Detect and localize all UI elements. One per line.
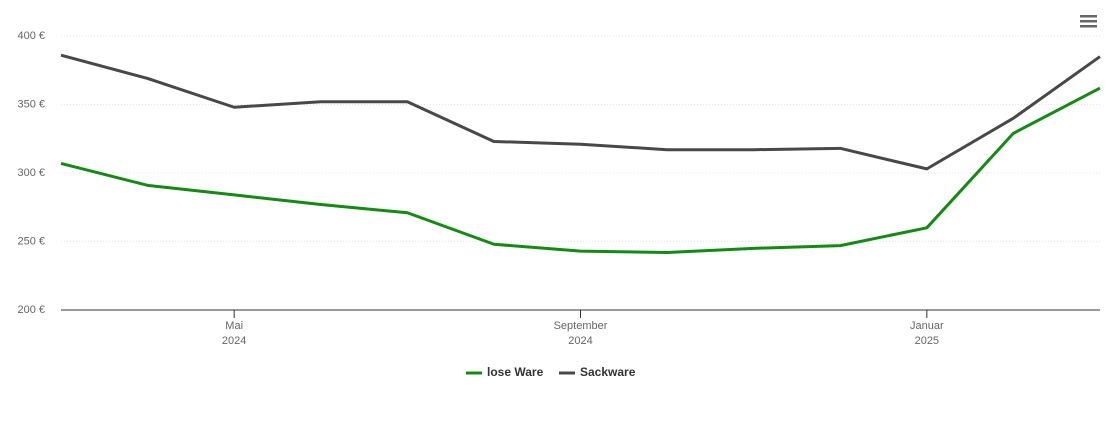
y-tick-label: 200 € [17,304,45,316]
legend-label: Sackware [580,365,636,379]
x-tick-year: 2024 [568,335,592,347]
menu-icon[interactable] [1080,15,1097,28]
x-tick-label: Januar [910,320,944,332]
menu-bar [1080,15,1097,18]
x-tick-label: Mai [225,320,243,332]
y-tick-label: 300 € [17,167,45,179]
x-tick-label: September [554,320,608,332]
y-tick-label: 250 € [17,235,45,247]
menu-bar [1080,20,1097,23]
x-tick-year: 2024 [222,335,246,347]
menu-bar [1080,25,1097,28]
x-tick-year: 2025 [915,335,939,347]
y-tick-label: 400 € [17,30,45,42]
legend-label: lose Ware [487,365,544,379]
series-line [60,86,1101,254]
y-tick-label: 350 € [17,98,45,110]
series-line [60,53,1101,171]
